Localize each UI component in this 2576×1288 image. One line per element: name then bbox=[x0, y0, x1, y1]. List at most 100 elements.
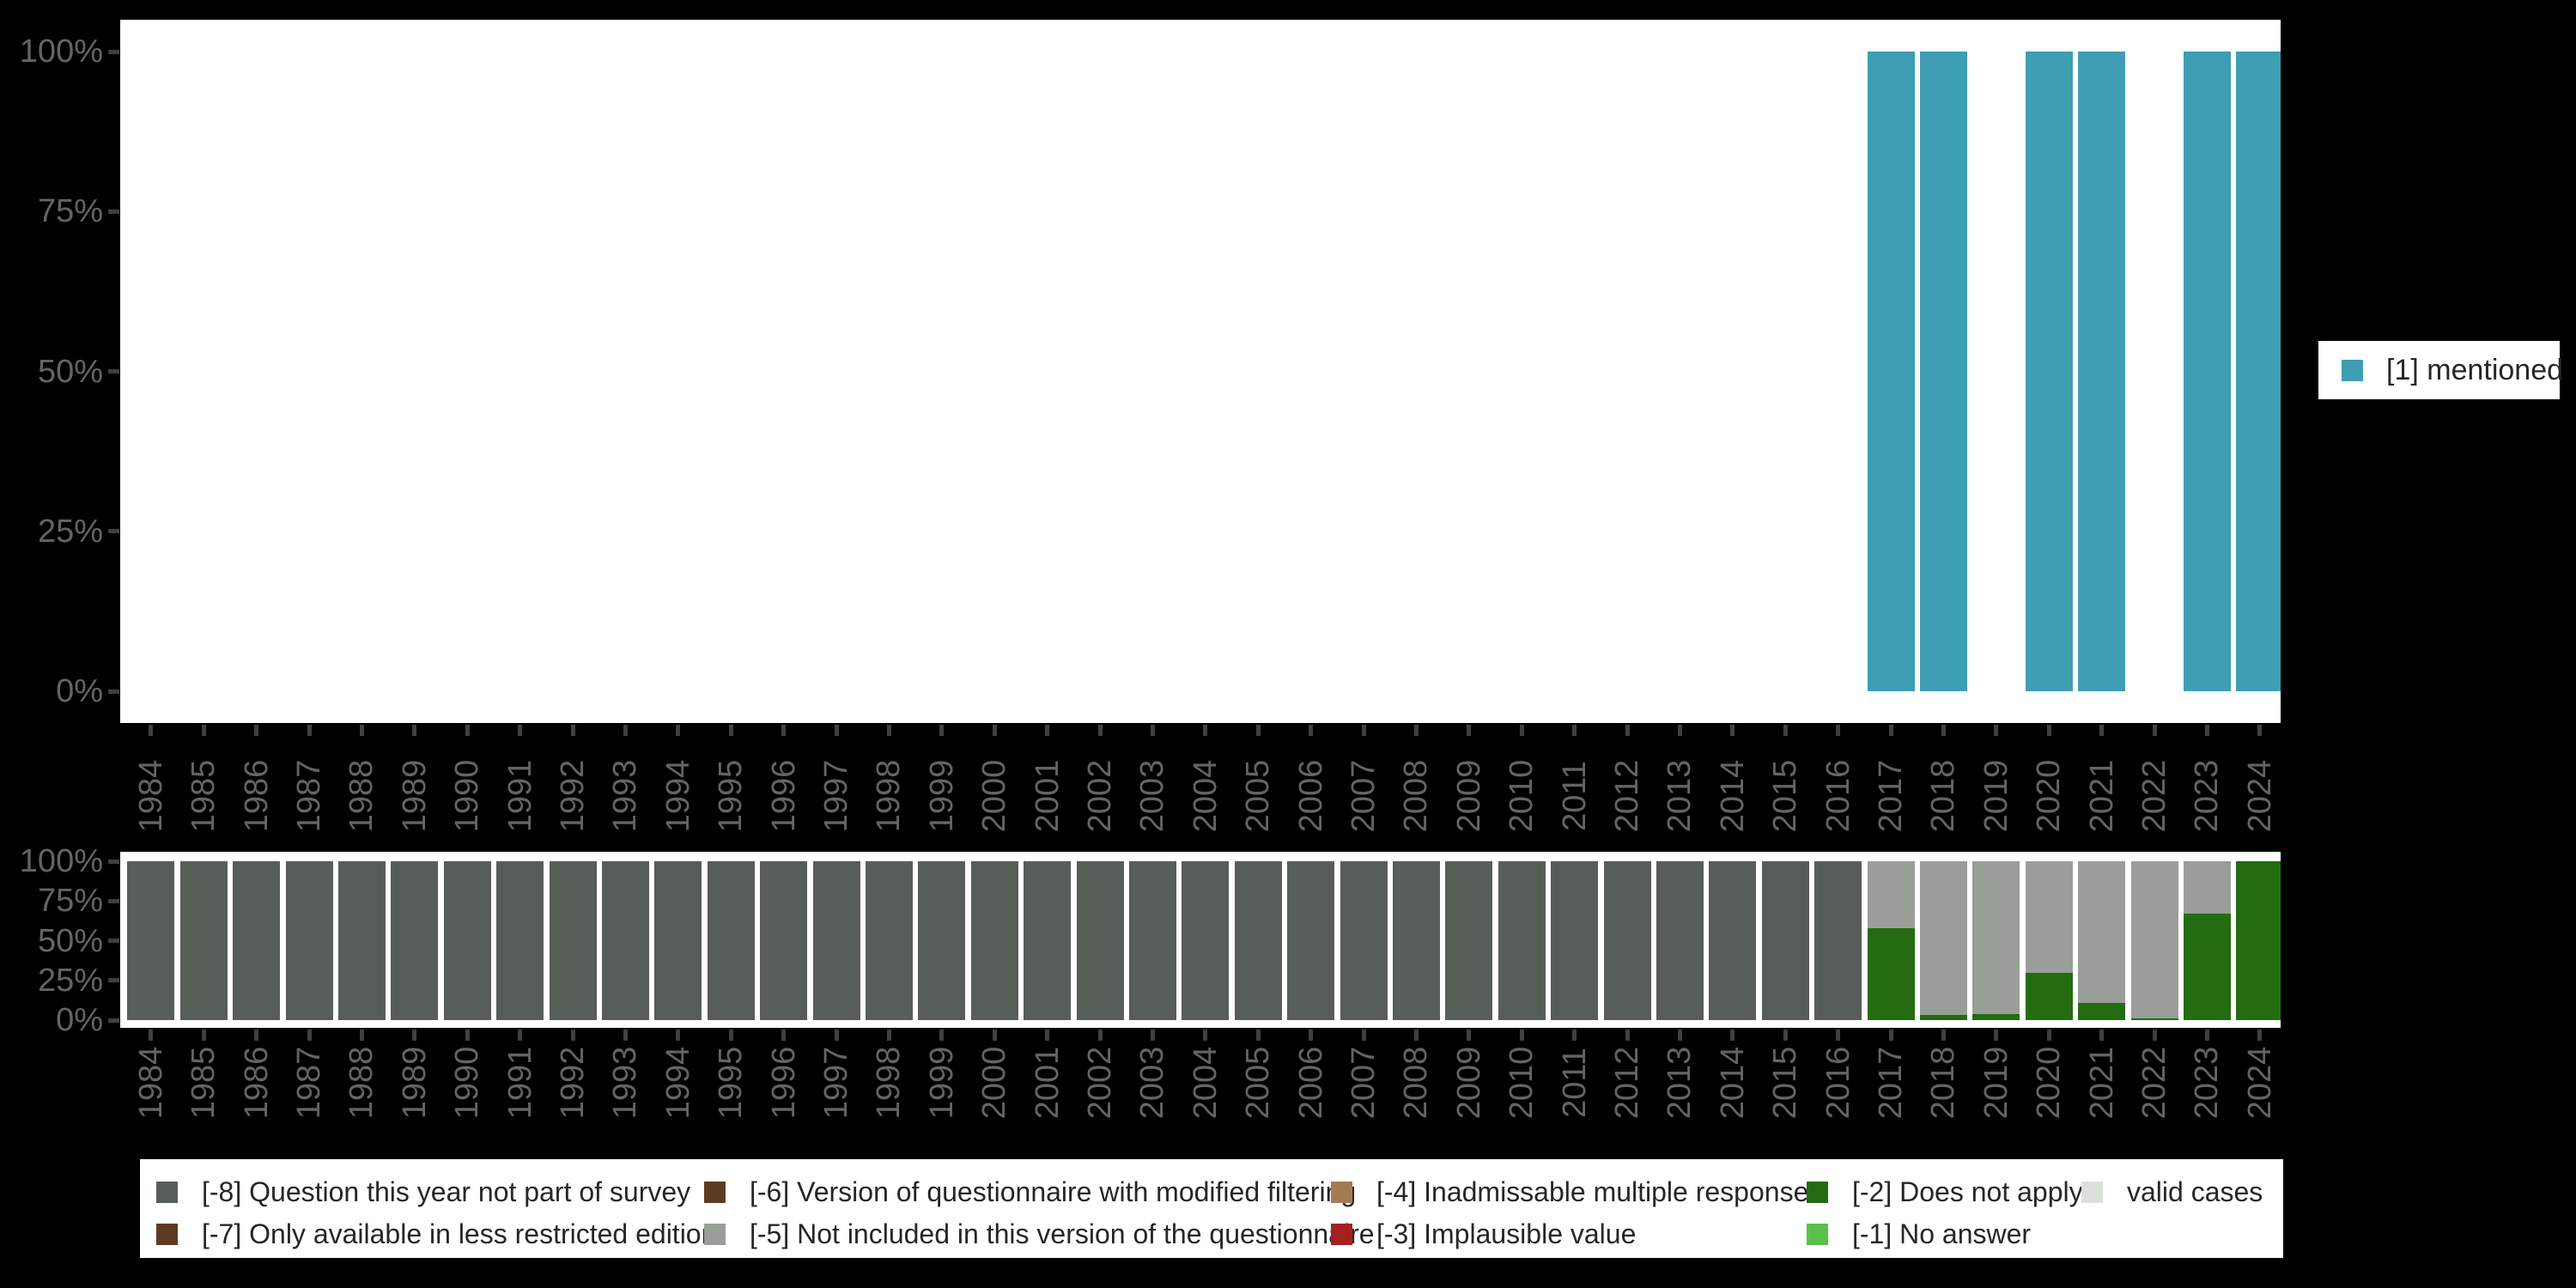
x-axis-tick bbox=[1625, 1030, 1630, 1041]
x-axis-tick bbox=[1572, 1030, 1577, 1041]
x-axis-tick bbox=[1413, 1030, 1419, 1041]
x-axis-tick bbox=[149, 725, 154, 736]
x-tick-label-1994-b: 1994 bbox=[659, 1046, 696, 1120]
legend-label-valid: valid cases bbox=[2127, 1176, 2263, 1207]
y-axis-tick bbox=[108, 898, 119, 903]
x-tick-label-1992-t: 1992 bbox=[554, 759, 591, 833]
x-axis-tick bbox=[1203, 1030, 1208, 1041]
x-tick-label-1998-b: 1998 bbox=[870, 1046, 907, 1120]
x-tick-label-1999-b: 1999 bbox=[923, 1046, 960, 1120]
x-axis-tick bbox=[2099, 725, 2105, 736]
x-axis-tick bbox=[1361, 725, 1366, 736]
x-tick-label-2006-t: 2006 bbox=[1292, 759, 1329, 833]
x-tick-label-1987-b: 1987 bbox=[290, 1046, 327, 1120]
x-axis-tick bbox=[1994, 1030, 1999, 1041]
x-axis-tick bbox=[1309, 1030, 1314, 1041]
x-axis-tick bbox=[886, 725, 891, 736]
segment-1994--8 bbox=[654, 861, 702, 1020]
segment-2007--8 bbox=[1340, 861, 1388, 1020]
x-tick-label-2009-t: 2009 bbox=[1450, 759, 1487, 833]
x-axis-tick bbox=[1836, 725, 1841, 736]
legend-item--8: [-8] Question this year not part of surv… bbox=[156, 1176, 690, 1207]
x-axis-tick bbox=[1309, 725, 1314, 736]
segment-1984--8 bbox=[127, 861, 175, 1020]
bar-2024-mentioned bbox=[2236, 52, 2281, 691]
x-axis-tick bbox=[412, 725, 417, 736]
x-tick-label-2000-b: 2000 bbox=[975, 1046, 1012, 1120]
x-tick-label-2014-t: 2014 bbox=[1714, 759, 1751, 833]
x-axis-tick bbox=[2152, 725, 2157, 736]
segment-2005--8 bbox=[1234, 861, 1282, 1020]
y-tick-label-0: 0% bbox=[56, 673, 103, 709]
y-tick-label-0: 0% bbox=[56, 1002, 103, 1038]
x-axis-tick bbox=[1994, 725, 1999, 736]
x-tick-label-2002-t: 2002 bbox=[1081, 759, 1118, 833]
legend-swatch--1 bbox=[1807, 1223, 1828, 1245]
y-axis-tick bbox=[108, 209, 119, 214]
segment-2006--8 bbox=[1287, 861, 1335, 1020]
x-axis-tick bbox=[1045, 725, 1050, 736]
legend-label--3: [-3] Implausible value bbox=[1376, 1218, 1637, 1249]
x-axis-tick bbox=[623, 1030, 628, 1041]
y-axis-tick bbox=[108, 689, 119, 694]
x-tick-label-2022-t: 2022 bbox=[2136, 759, 2172, 833]
x-tick-label-2010-b: 2010 bbox=[1503, 1046, 1540, 1120]
x-axis-tick bbox=[254, 1030, 259, 1041]
x-axis-tick bbox=[1941, 725, 1946, 736]
x-axis-tick bbox=[1836, 1030, 1841, 1041]
segment-2023--2 bbox=[2183, 914, 2231, 1020]
x-tick-label-1985-b: 1985 bbox=[185, 1046, 222, 1120]
x-axis-tick bbox=[1255, 1030, 1261, 1041]
segment-2018--5 bbox=[1919, 861, 1967, 1016]
segment-2017--5 bbox=[1867, 861, 1915, 928]
x-axis-tick bbox=[834, 725, 839, 736]
x-axis-tick bbox=[201, 1030, 206, 1041]
x-tick-label-2004-t: 2004 bbox=[1187, 759, 1224, 833]
x-tick-label-2021-t: 2021 bbox=[2083, 759, 2120, 833]
x-tick-label-1998-t: 1998 bbox=[870, 759, 907, 833]
x-tick-label-2018-b: 2018 bbox=[1924, 1046, 1961, 1120]
segment-2009--8 bbox=[1445, 861, 1493, 1020]
x-tick-label-1987-t: 1987 bbox=[290, 759, 327, 833]
segment-1997--8 bbox=[812, 861, 860, 1020]
segment-2012--8 bbox=[1603, 861, 1651, 1020]
x-tick-label-2012-b: 2012 bbox=[1608, 1046, 1645, 1120]
x-axis-tick bbox=[1730, 1030, 1735, 1041]
y-axis-tick bbox=[108, 49, 119, 54]
y-tick-label-50: 50% bbox=[37, 922, 103, 959]
legend-label--2: [-2] Does not apply bbox=[1852, 1176, 2083, 1207]
x-axis-tick bbox=[465, 725, 470, 736]
x-tick-label-1997-t: 1997 bbox=[817, 759, 854, 833]
x-tick-label-2015-t: 2015 bbox=[1766, 759, 1803, 833]
legend-item--4: [-4] Inadmissable multiple response bbox=[1331, 1176, 1808, 1207]
x-tick-label-1994-t: 1994 bbox=[659, 759, 696, 833]
x-tick-label-2016-b: 2016 bbox=[1820, 1046, 1856, 1120]
x-axis-tick bbox=[1519, 725, 1524, 736]
y-tick-label-50: 50% bbox=[37, 353, 103, 390]
x-axis-tick bbox=[1361, 1030, 1366, 1041]
segment-1986--8 bbox=[233, 861, 281, 1020]
x-tick-label-2024-t: 2024 bbox=[2241, 759, 2278, 833]
x-axis-tick bbox=[518, 1030, 523, 1041]
x-tick-label-1993-b: 1993 bbox=[606, 1046, 643, 1120]
x-axis-tick bbox=[1467, 725, 1472, 736]
x-axis-tick bbox=[728, 1030, 733, 1041]
bar-2023-mentioned bbox=[2183, 52, 2231, 691]
x-axis-tick bbox=[1730, 725, 1735, 736]
x-axis-tick bbox=[518, 725, 523, 736]
x-tick-label-2019-b: 2019 bbox=[1978, 1046, 2014, 1120]
legend-item--7: [-7] Only available in less restricted e… bbox=[156, 1218, 716, 1249]
x-axis-tick bbox=[2099, 1030, 2105, 1041]
x-tick-label-2022-b: 2022 bbox=[2136, 1046, 2172, 1120]
x-axis-tick bbox=[781, 725, 787, 736]
x-axis-tick bbox=[834, 1030, 839, 1041]
missings-chart-panel bbox=[120, 852, 2281, 1028]
legend-item--5: [-5] Not included in this version of the… bbox=[704, 1218, 1375, 1249]
x-tick-label-2024-b: 2024 bbox=[2241, 1046, 2278, 1120]
segment-2003--8 bbox=[1128, 861, 1176, 1020]
y-axis-tick bbox=[108, 939, 119, 943]
x-axis-tick bbox=[1888, 725, 1893, 736]
x-axis-tick bbox=[2257, 725, 2263, 736]
x-tick-label-1990-b: 1990 bbox=[448, 1046, 485, 1120]
